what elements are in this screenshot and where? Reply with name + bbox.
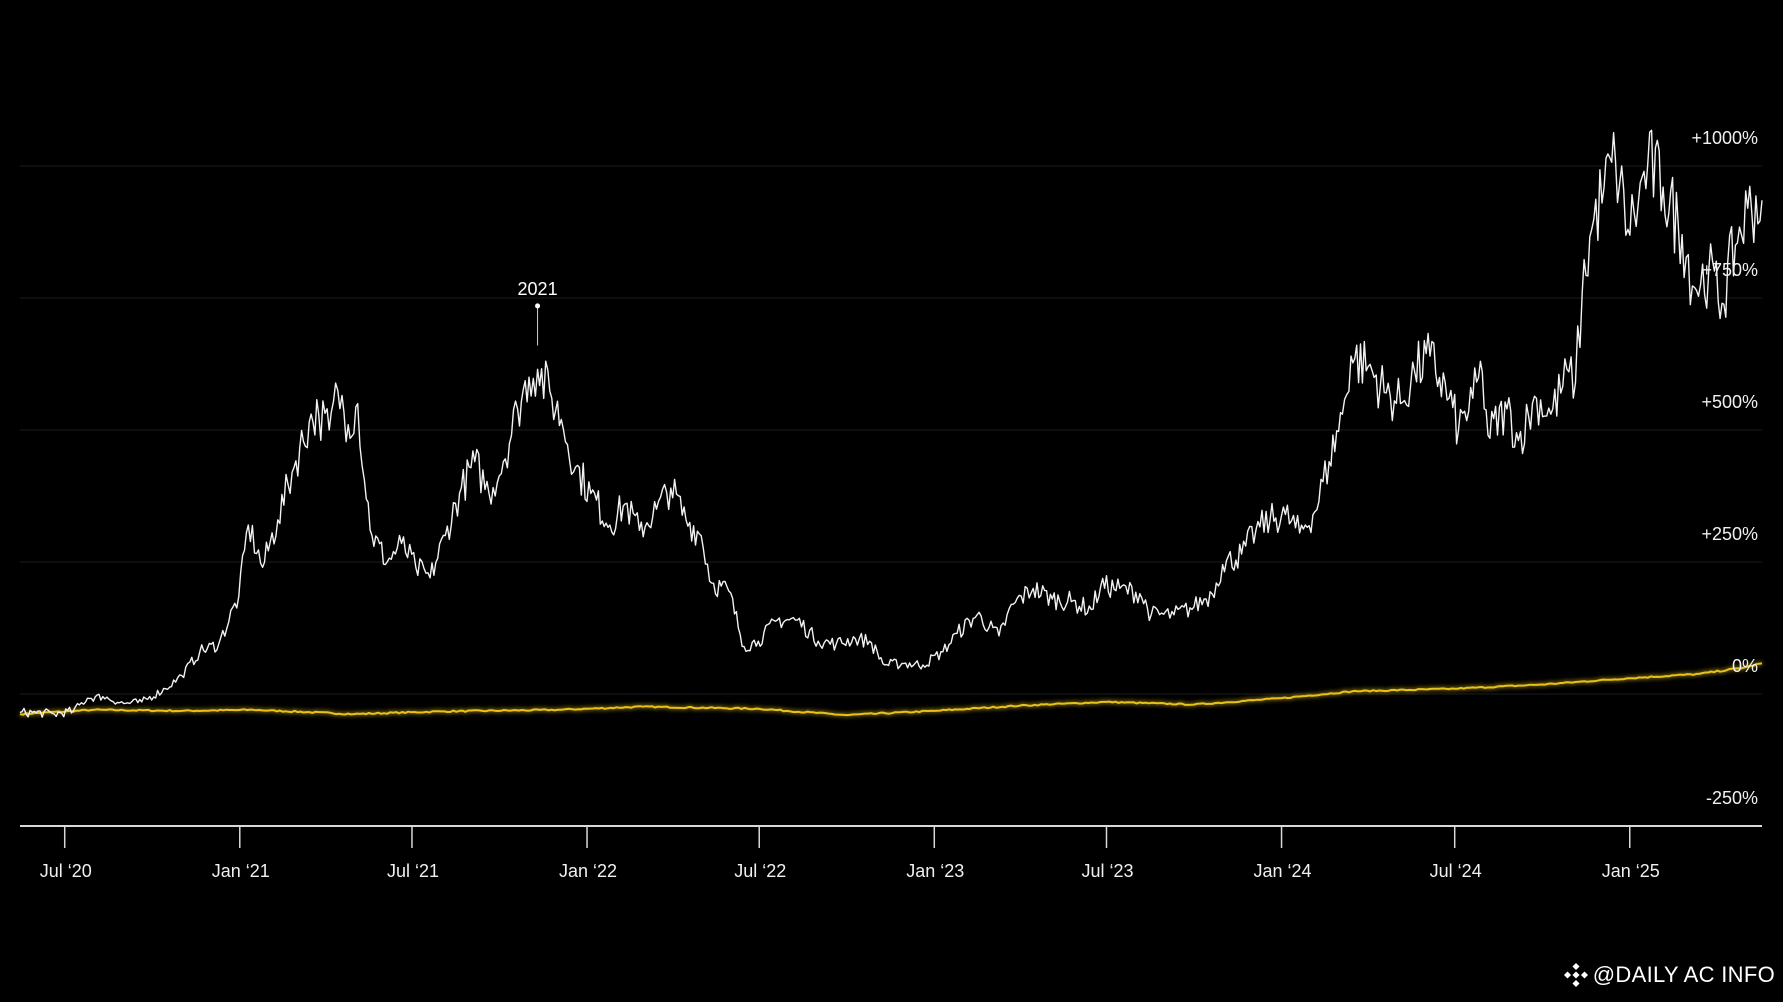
x-tick-label: Jan ‘23	[906, 861, 964, 881]
x-tick-label: Jul ‘22	[734, 861, 786, 881]
x-tick-label: Jul ‘21	[387, 861, 439, 881]
annotation-label: 2021	[518, 279, 558, 299]
series-line-1	[19, 662, 1763, 717]
annotations: 2021	[518, 279, 558, 346]
series-layer	[19, 129, 1763, 718]
diamond-logo-icon	[1563, 962, 1588, 988]
watermark: @DAILY AC INFO	[1563, 962, 1775, 988]
watermark-text: @DAILY AC INFO	[1592, 962, 1775, 987]
y-tick-label: +500%	[1701, 392, 1758, 412]
x-tick-label: Jul ‘24	[1430, 861, 1482, 881]
y-tick-label: +750%	[1701, 260, 1758, 280]
x-tick-label: Jan ‘24	[1254, 861, 1312, 881]
x-axis: Jul ‘20 Jan ‘21 Jul ‘21 Jan ‘22 Jul ‘22 Jan ‘…	[20, 825, 1762, 881]
y-tick-label: +250%	[1701, 524, 1758, 544]
x-tick-label: Jan ‘21	[212, 861, 270, 881]
x-tick-label: Jan ‘25	[1602, 861, 1660, 881]
x-tick-label: Jul ‘23	[1081, 861, 1133, 881]
y-tick-label: 0%	[1732, 656, 1758, 676]
y-tick-label: -250%	[1706, 788, 1758, 808]
series-line-0	[19, 129, 1763, 718]
y-axis-labels: +1000% +750% +500% +250% 0% -250%	[1691, 128, 1758, 808]
x-tick-label: Jul ‘20	[40, 861, 92, 881]
x-tick-label: Jan ‘22	[559, 861, 617, 881]
y-tick-label: +1000%	[1691, 128, 1758, 148]
annotation-dot	[535, 303, 541, 309]
